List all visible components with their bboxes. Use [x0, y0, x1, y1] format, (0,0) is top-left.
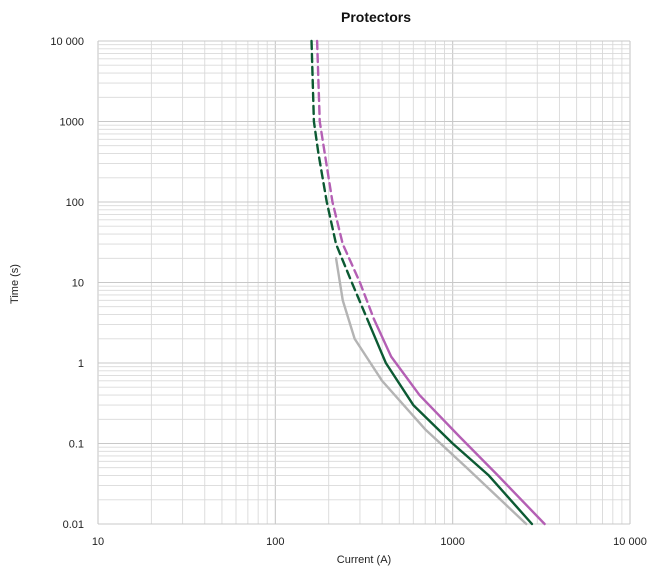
y-tick-label-5: 1000 — [60, 117, 84, 129]
x-axis-label: Current (A) — [337, 554, 391, 566]
y-axis-label: Time (s) — [9, 264, 21, 304]
curve-series — [310, 39, 546, 526]
x-tick-label-0: 10 — [92, 536, 104, 548]
series-1-curve — [334, 257, 528, 526]
x-tick-label-1: 100 — [266, 536, 284, 548]
y-tick-label-6: 10 000 — [50, 36, 84, 48]
axis-ticks: 10 100 1000 10 000 0.01 0.1 1 10 100 1000 10 000 — [50, 36, 646, 548]
chart-grid — [97, 40, 631, 525]
chart-title: Protectors — [341, 9, 411, 25]
x-tick-label-3: 10 000 — [613, 536, 647, 548]
y-tick-label-3: 10 — [72, 278, 84, 290]
series-3-curve — [368, 323, 534, 526]
x-tick-label-2: 1000 — [440, 536, 464, 548]
series-2-curve — [310, 39, 371, 326]
y-tick-label-1: 0.1 — [69, 439, 84, 451]
series-4-curve — [315, 39, 376, 321]
y-tick-label-0: 0.01 — [63, 519, 84, 531]
series-5-curve — [372, 318, 546, 526]
y-tick-label-2: 1 — [78, 358, 84, 370]
y-tick-label-4: 100 — [66, 197, 84, 209]
